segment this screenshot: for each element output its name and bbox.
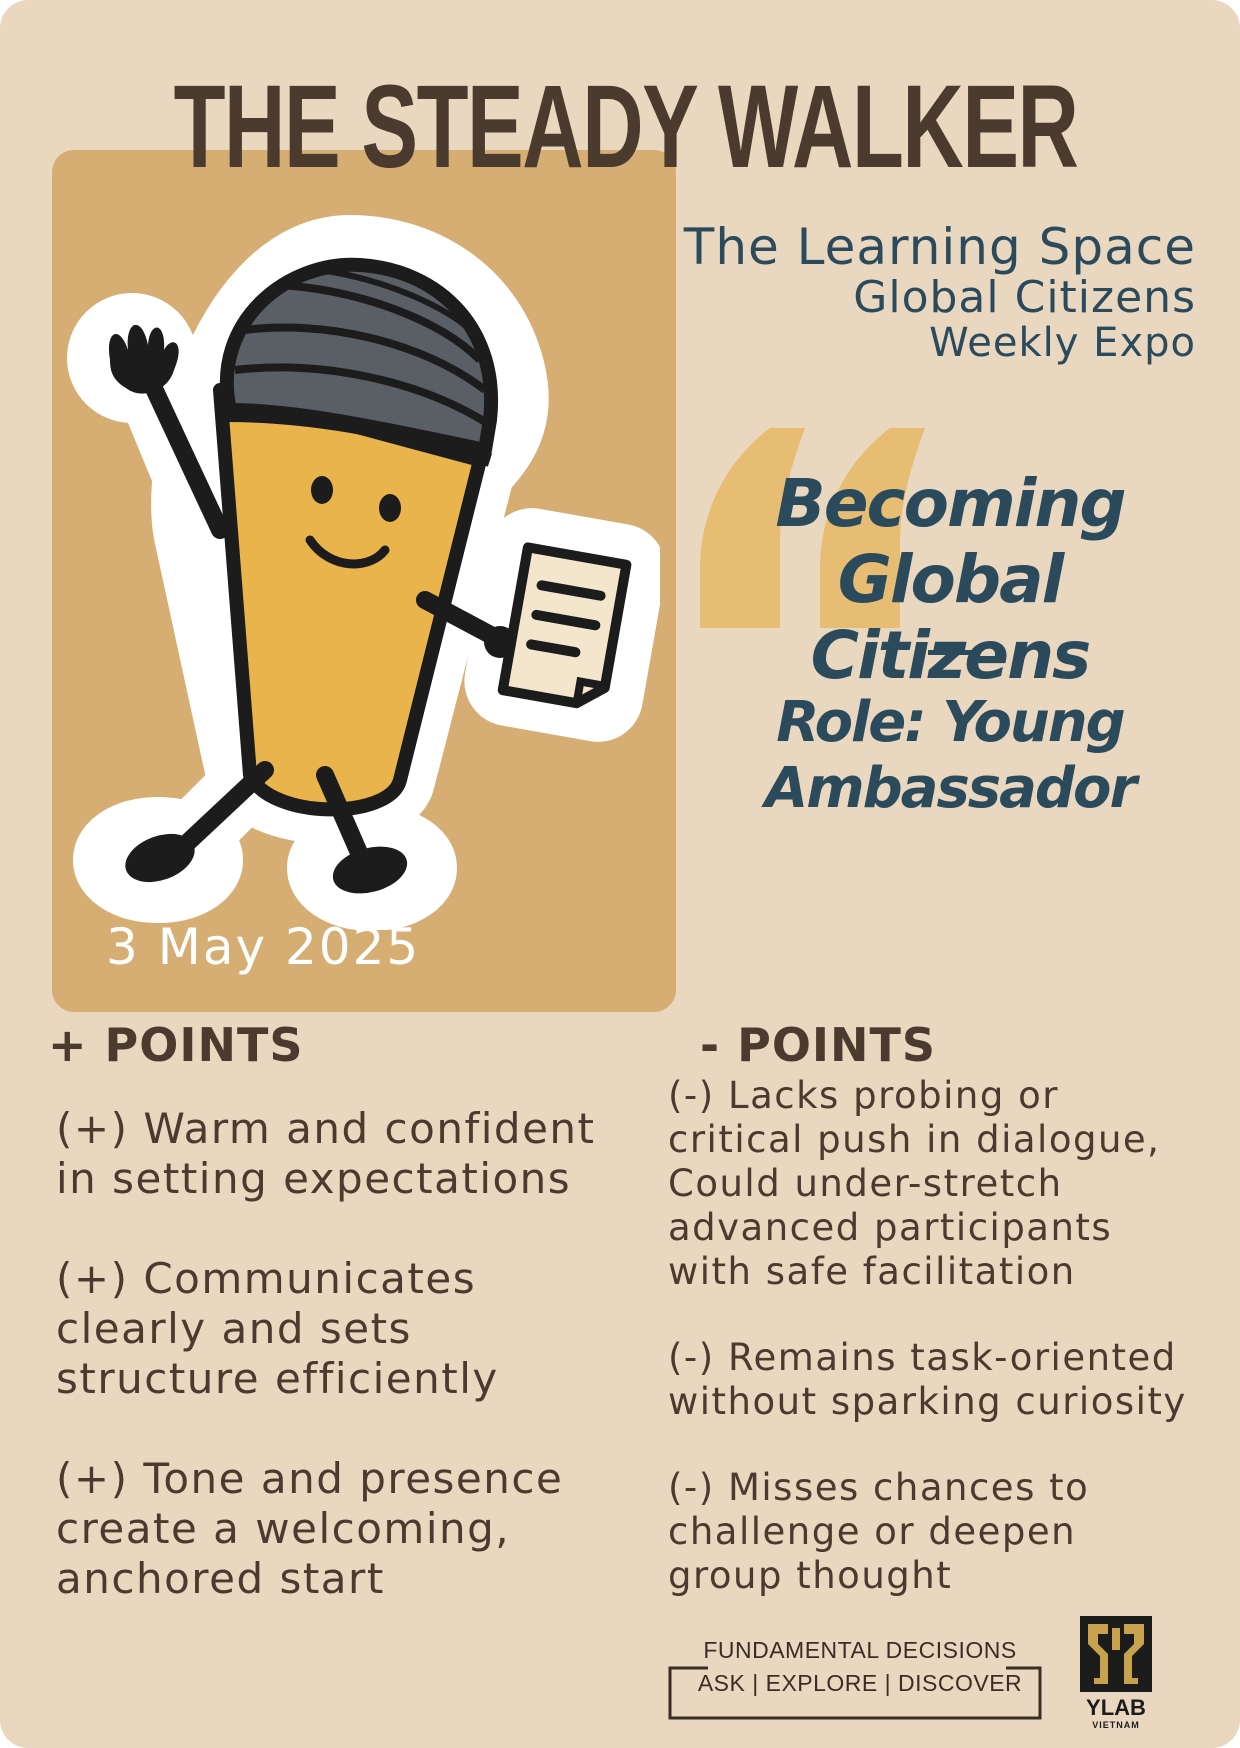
role-line-1: Role: Young — [776, 690, 1126, 755]
plus-point-item: (+) Communicates clearly and sets struct… — [56, 1254, 499, 1403]
headline-line-2: Global Citizens — [810, 541, 1092, 694]
minus-point-item: (-) Remains task-oriented without sparki… — [668, 1336, 1187, 1423]
event-date: 3 May 2025 — [106, 918, 421, 976]
microphone-mascot-icon — [67, 215, 660, 930]
headline-divider — [928, 650, 980, 655]
quote-mark-icon — [700, 428, 925, 628]
footer-line-1: FUNDAMENTAL DECISIONS — [703, 1637, 1017, 1663]
footer-line-2: ASK | EXPLORE | DISCOVER — [697, 1670, 1023, 1696]
ylab-logo-icon — [1080, 1616, 1152, 1692]
headline: Becoming Global Citizens — [700, 466, 1200, 694]
poster-title: THE STEADY WALKER — [173, 61, 1079, 193]
footer-bracket — [668, 1666, 1042, 1720]
minus-points-heading: - POINTS — [700, 1018, 937, 1072]
org-line-3: Weekly Expo — [929, 320, 1196, 366]
logo-name: YLAB — [1086, 1695, 1146, 1720]
minus-point-item: (-) Lacks probing or critical push in di… — [668, 1074, 1161, 1293]
minus-point-item: (-) Misses chances to challenge or deepe… — [668, 1466, 1090, 1597]
org-line-2: Global Citizens — [853, 272, 1196, 323]
plus-points-heading: + POINTS — [48, 1018, 304, 1072]
headline-line-1: Becoming — [775, 465, 1126, 542]
org-line-1: The Learning Space — [683, 218, 1196, 276]
plus-point-item: (+) Warm and confident in setting expect… — [56, 1104, 596, 1203]
plus-point-item: (+) Tone and presence create a welcoming… — [56, 1454, 564, 1603]
logo-subtitle: VIETNAM — [1092, 1720, 1140, 1730]
role-label: Role: Young Ambassador — [720, 690, 1180, 822]
role-line-2: Ambassador — [764, 756, 1137, 821]
